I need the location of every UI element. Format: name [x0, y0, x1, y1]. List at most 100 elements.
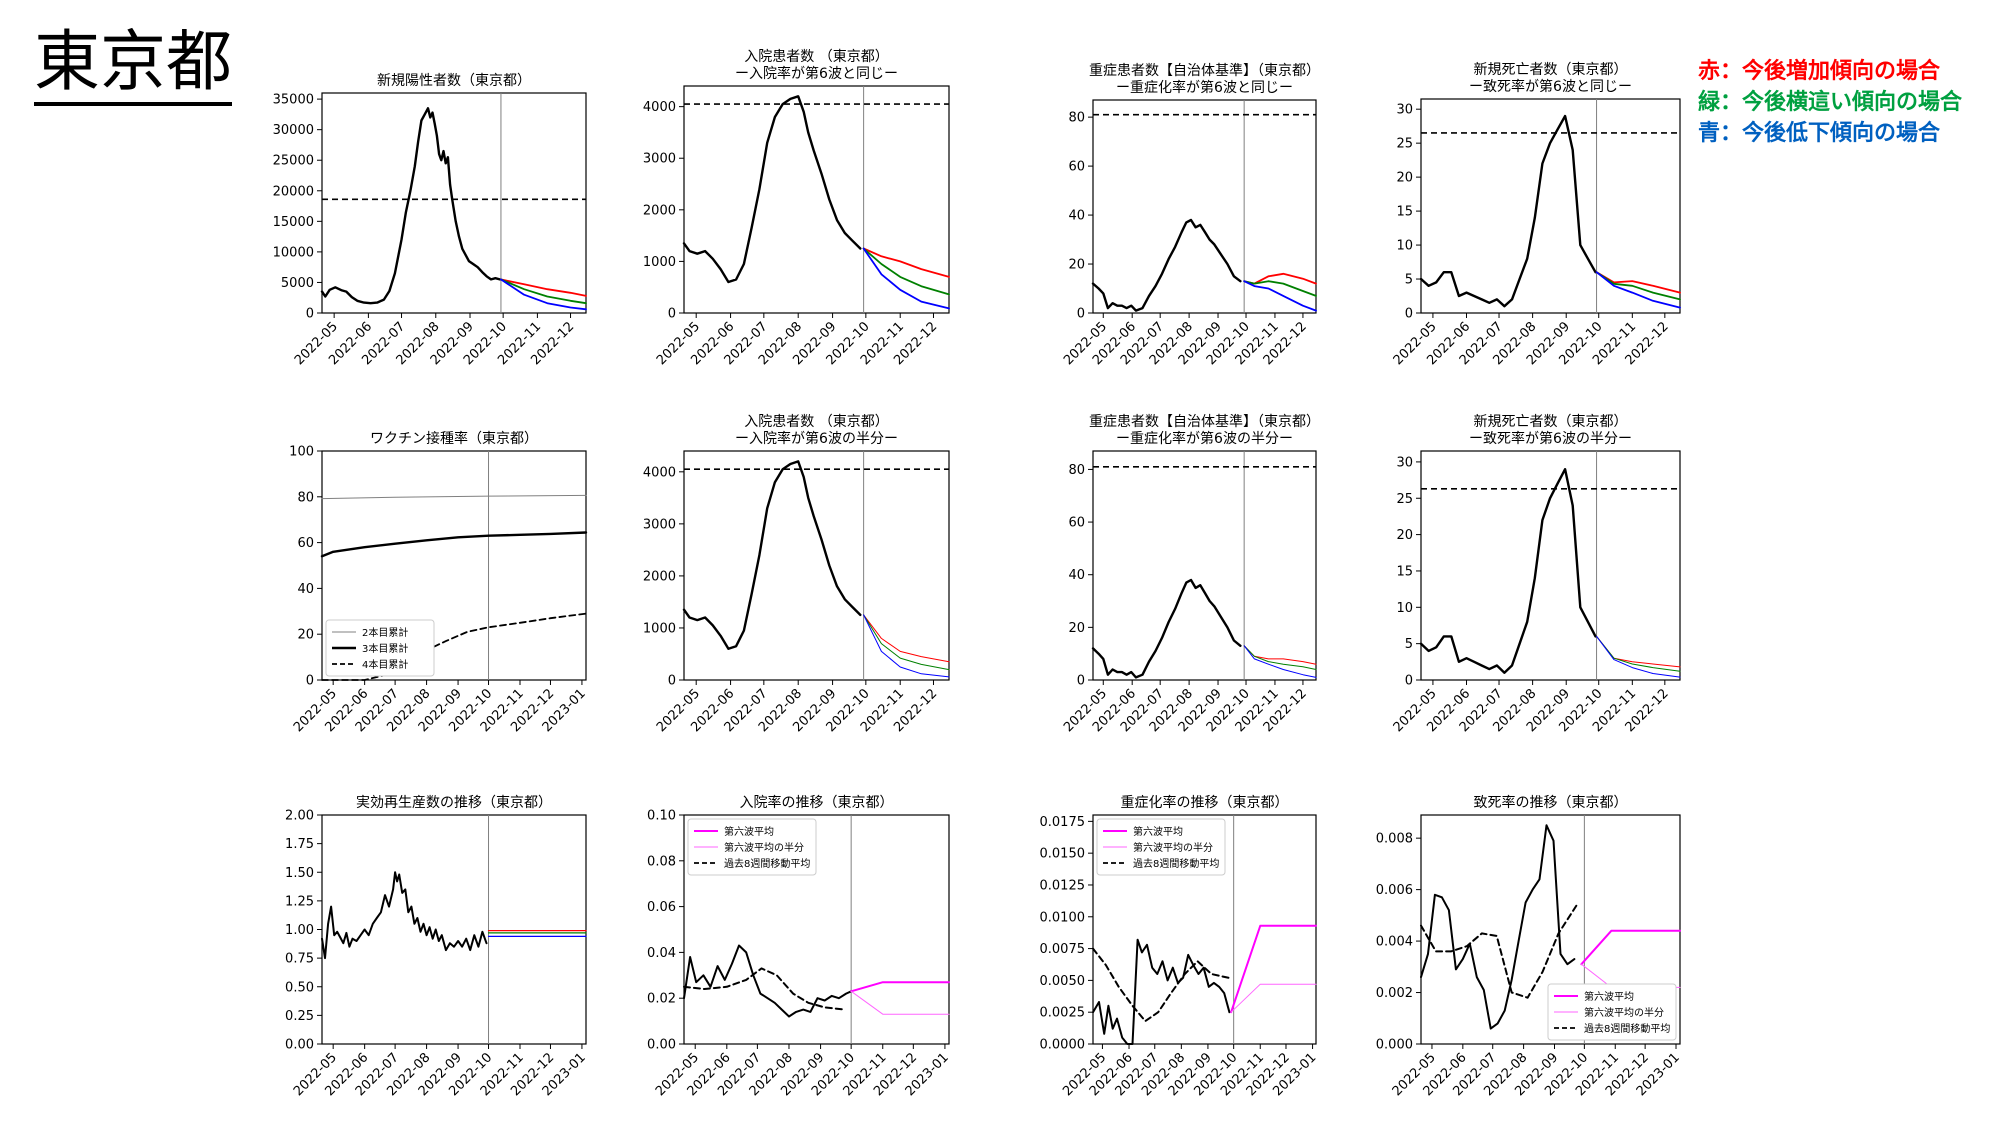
y-tick-label: 0	[306, 307, 314, 322]
legend-label: 過去8週間移動平均	[724, 857, 810, 870]
chart-title: ー入院率が第6波と同じー	[735, 65, 898, 82]
y-tick-label: 25	[1396, 137, 1413, 152]
chart-7: 重症患者数【自治体基準】（東京都）ー重症化率が第6波の半分ー0204060802…	[1061, 413, 1320, 735]
plot-frame	[1092, 450, 1317, 681]
y-tick-label: 0	[1405, 674, 1413, 689]
legend-frame	[1096, 818, 1226, 876]
y-tick-label: 2000	[643, 203, 676, 218]
y-tick-label: 3000	[643, 152, 676, 167]
y-tick-label: 0.25	[285, 1009, 314, 1024]
series-up	[1243, 645, 1317, 665]
scenario-legend-down: 青：今後低下傾向の場合	[1698, 121, 1941, 146]
y-tick-label: 20	[1396, 171, 1413, 186]
legend-label: 第六波平均の半分	[724, 841, 804, 854]
y-tick-label: 1.50	[285, 866, 314, 881]
y-tick-label: 1.75	[285, 837, 314, 852]
chart-title: 重症患者数【自治体基準】（東京都）	[1089, 62, 1320, 79]
y-tick-label: 0.006	[1376, 883, 1413, 898]
series-up	[863, 614, 950, 663]
series-dose4	[321, 612, 587, 681]
chart-title: ワクチン接種率（東京都）	[370, 430, 538, 447]
series-actual	[682, 95, 862, 284]
chart-10: 入院率の推移（東京都）0.000.020.040.060.080.102022-…	[647, 794, 952, 1099]
y-tick-label: 0.0000	[1040, 1038, 1086, 1053]
plot-frame	[683, 450, 950, 681]
series-down	[1243, 645, 1317, 678]
chart-legend: 2本目累計 3本目累計 4本目累計	[325, 619, 435, 677]
y-tick-label: 20	[1068, 621, 1085, 636]
series-actual	[320, 107, 501, 305]
y-tick-label: 0.002	[1376, 986, 1413, 1001]
chart-title: ー入院率が第6波の半分ー	[735, 430, 898, 447]
y-tick-label: 5000	[281, 276, 314, 291]
series-up	[1243, 272, 1317, 285]
y-tick-label: 20	[297, 628, 314, 643]
y-tick-label: 0.000	[1376, 1038, 1413, 1053]
legend-frame	[1547, 983, 1677, 1041]
y-tick-label: 0.0075	[1040, 942, 1086, 957]
y-tick-label: 10000	[273, 245, 314, 260]
legend-label: 第六波平均	[724, 825, 774, 838]
y-tick-label: 5	[1405, 273, 1413, 288]
y-tick-label: 0.08	[647, 854, 676, 869]
y-tick-label: 1000	[643, 621, 676, 636]
plot-frame	[321, 450, 587, 681]
legend-label: 第六波平均の半分	[1133, 841, 1213, 854]
series-actual	[1419, 468, 1597, 674]
y-tick-label: 0	[668, 307, 676, 322]
series-flat	[1595, 271, 1681, 301]
y-tick-label: 15000	[273, 215, 314, 230]
plot-frame	[1420, 98, 1681, 314]
series-dose3	[320, 531, 588, 558]
series-up	[862, 247, 950, 278]
chart-title: ー致死率が第6波と同じー	[1469, 78, 1632, 95]
y-tick-label: 0	[668, 674, 676, 689]
chart-title: 新規死亡者数（東京都）	[1474, 414, 1628, 430]
chart-title: 新規陽性者数（東京都）	[377, 73, 531, 89]
y-tick-label: 4000	[643, 465, 676, 480]
chart-title: 新規死亡者数（東京都）	[1474, 62, 1628, 78]
y-tick-label: 0.0025	[1040, 1006, 1086, 1021]
chart-title: 重症患者数【自治体基準】（東京都）	[1089, 413, 1320, 430]
y-tick-label: 0.0125	[1040, 878, 1086, 893]
chart-9: 実効再生産数の推移（東京都） 0.00 0.25 0.50 0.75 1.00 1.25 1.…	[285, 795, 589, 1099]
y-tick-label: 2.00	[285, 809, 314, 824]
y-tick-label: 1000	[643, 255, 676, 270]
chart-8: 新規死亡者数（東京都）ー致死率が第6波の半分ー0510152025302022-…	[1391, 414, 1681, 735]
legend-frame	[325, 619, 435, 677]
y-tick-label: 40	[297, 582, 314, 597]
y-tick-label: 25	[1396, 492, 1413, 507]
chart-title: 入院率の推移（東京都）	[740, 794, 894, 811]
y-tick-label: 100	[289, 445, 314, 460]
series-actual	[1091, 578, 1242, 679]
y-tick-label: 0.04	[647, 946, 676, 961]
y-tick-label: 60	[297, 536, 314, 551]
y-tick-label: 80	[1068, 111, 1085, 126]
plot-frame	[1092, 99, 1317, 314]
plot-frame	[683, 814, 950, 1045]
y-tick-label: 0.0050	[1040, 974, 1086, 989]
y-tick-label: 10	[1396, 601, 1413, 616]
y-tick-label: 4000	[643, 100, 676, 115]
legend-label: 第六波平均	[1133, 825, 1183, 838]
plot-frame	[683, 85, 950, 314]
y-tick-label: 0.50	[285, 980, 314, 995]
series-flat	[499, 278, 587, 305]
y-tick-label: 15	[1396, 564, 1413, 579]
chart-title: ー重症化率が第6波と同じー	[1116, 79, 1293, 96]
y-tick-label: 0	[1077, 674, 1085, 689]
legend-label: 第六波平均	[1584, 990, 1634, 1003]
y-tick-label: 0.0150	[1040, 847, 1086, 862]
y-tick-label: 30000	[273, 123, 314, 138]
y-tick-label: 80	[297, 490, 314, 505]
chart-title: ー重症化率が第6波の半分ー	[1116, 430, 1293, 447]
legend-label: 第六波平均の半分	[1584, 1006, 1664, 1019]
series-down	[1596, 635, 1681, 678]
series-up	[499, 278, 587, 297]
y-tick-label: 25000	[273, 154, 314, 169]
series-flat	[1243, 645, 1317, 670]
scenario-legend-up: 赤：今後増加傾向の場合	[1698, 59, 1941, 84]
y-tick-label: 1.00	[285, 923, 314, 938]
plot-frame	[1420, 450, 1681, 681]
